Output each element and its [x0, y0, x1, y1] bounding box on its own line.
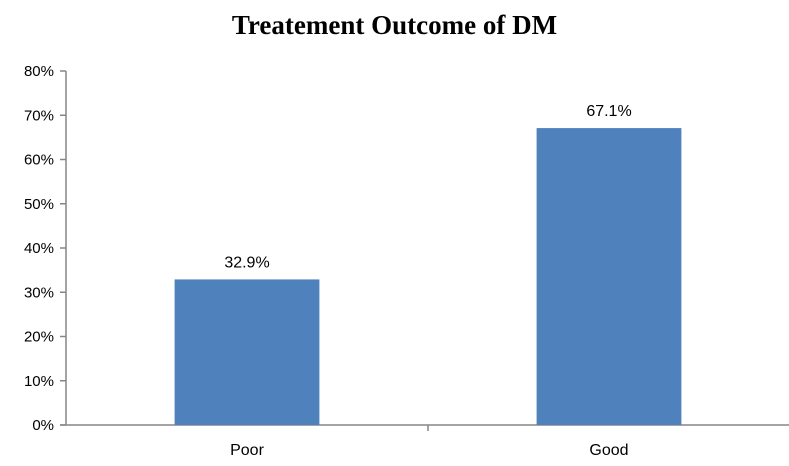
data-label: 67.1%: [586, 103, 631, 120]
y-tick-label: 80%: [24, 63, 54, 80]
y-tick-label: 70%: [24, 107, 54, 124]
x-tick-label: Good: [589, 442, 628, 459]
chart-title: Treatement Outcome of DM: [231, 10, 558, 40]
bar: [536, 128, 682, 425]
y-tick-label: 10%: [24, 373, 54, 390]
y-tick-label: 20%: [24, 329, 54, 346]
y-tick-label: 0%: [32, 417, 54, 434]
y-tick-label: 30%: [24, 284, 54, 301]
x-tick-label: Poor: [230, 442, 264, 459]
data-label: 32.9%: [224, 254, 269, 271]
y-tick-label: 60%: [24, 152, 54, 169]
bar: [174, 279, 320, 425]
y-tick-label: 40%: [24, 240, 54, 257]
y-tick-label: 50%: [24, 196, 54, 213]
